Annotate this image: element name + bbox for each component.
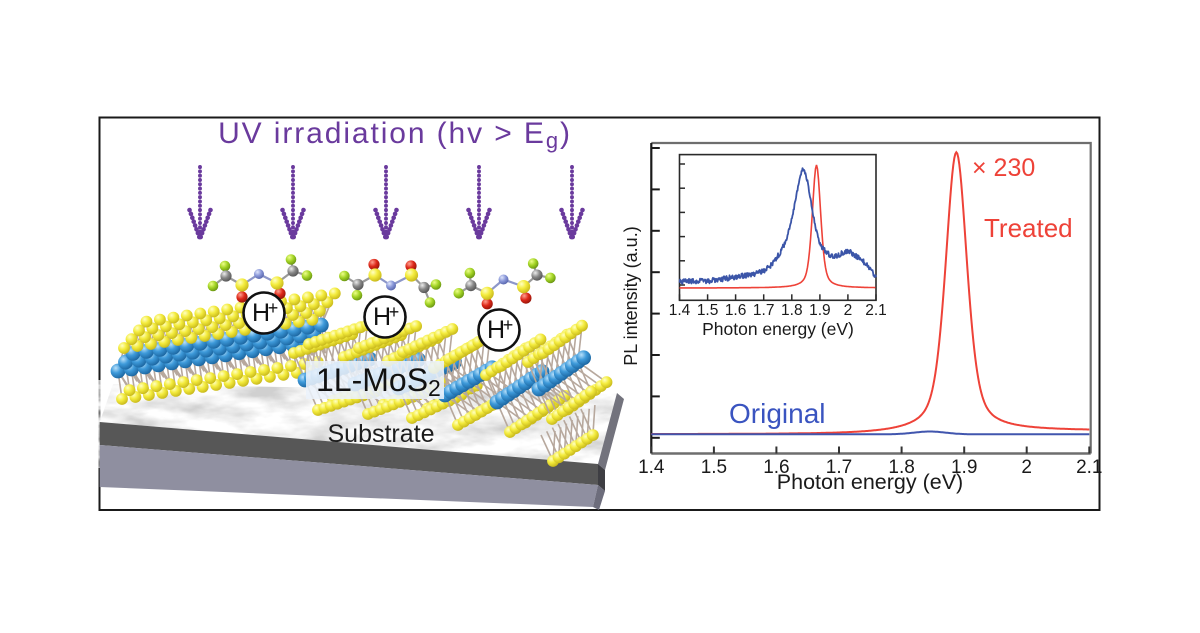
svg-text:1.5: 1.5 xyxy=(697,302,719,319)
svg-text:Photon energy (eV): Photon energy (eV) xyxy=(777,470,963,494)
svg-text:H: H xyxy=(252,299,270,327)
svg-text:2: 2 xyxy=(1021,457,1032,478)
svg-text:1.8: 1.8 xyxy=(888,457,914,478)
svg-text:1.9: 1.9 xyxy=(951,457,977,478)
svg-text:1.6: 1.6 xyxy=(725,302,747,319)
svg-text:Treated: Treated xyxy=(984,213,1073,243)
svg-text:1.6: 1.6 xyxy=(763,457,789,478)
svg-text:× 230: × 230 xyxy=(972,154,1035,182)
svg-text:UV irradiation (hv > Eg): UV irradiation (hv > Eg) xyxy=(218,117,572,153)
svg-text:1.7: 1.7 xyxy=(826,457,852,478)
svg-text:+: + xyxy=(268,298,279,318)
svg-text:H: H xyxy=(487,316,505,344)
svg-text:Substrate: Substrate xyxy=(327,420,434,448)
svg-text:1.9: 1.9 xyxy=(809,302,831,319)
svg-text:PL intensity (a.u.): PL intensity (a.u.) xyxy=(621,226,641,365)
svg-text:1.8: 1.8 xyxy=(781,302,803,319)
svg-text:+: + xyxy=(503,315,514,335)
svg-text:1.7: 1.7 xyxy=(753,302,775,319)
svg-text:2: 2 xyxy=(844,302,853,319)
svg-text:2.1: 2.1 xyxy=(1076,457,1102,478)
svg-text:1.5: 1.5 xyxy=(701,457,727,478)
svg-text:1L-MoS2: 1L-MoS2 xyxy=(316,362,441,401)
svg-text:2.1: 2.1 xyxy=(865,302,887,319)
svg-text:Photon energy (eV): Photon energy (eV) xyxy=(702,319,854,339)
svg-text:H: H xyxy=(373,303,391,331)
svg-text:1.4: 1.4 xyxy=(638,457,665,478)
svg-text:Original: Original xyxy=(729,398,825,429)
svg-text:+: + xyxy=(389,302,400,322)
svg-text:1.4: 1.4 xyxy=(669,302,691,319)
